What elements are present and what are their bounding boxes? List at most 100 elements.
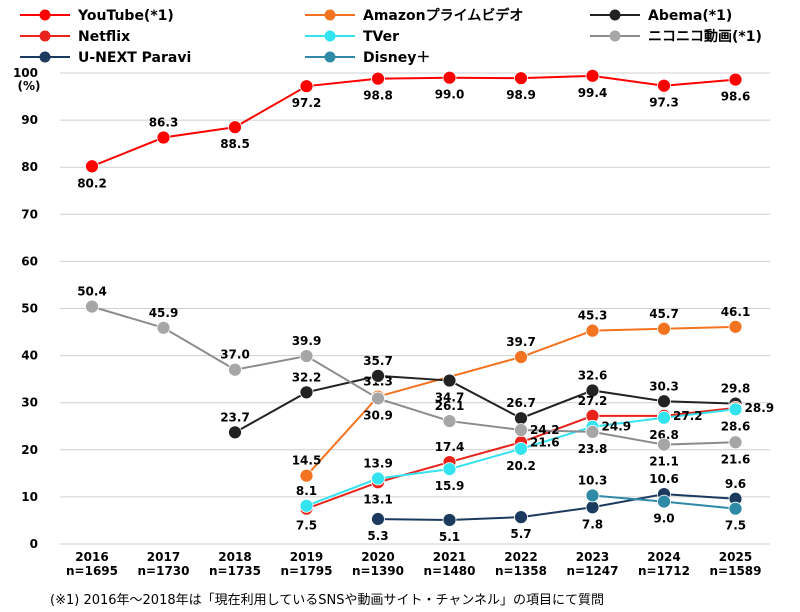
point-tver-2022 (514, 441, 528, 456)
legend-label-netflix: Netflix (78, 29, 130, 45)
data-label-youtube-1-2016: 80.2 (77, 176, 107, 190)
data-label-tver-2023: 24.9 (602, 420, 632, 434)
point-youtube-1-2017 (156, 130, 171, 145)
point-1-2018 (228, 362, 242, 377)
data-label-u-next-paravi-2022: 5.7 (510, 527, 531, 541)
point-youtube-1-2018 (228, 120, 242, 135)
data-label-amazon-2024: 45.7 (649, 307, 679, 321)
point-tver-2024 (657, 410, 671, 425)
y-tick-label-10: 10 (21, 490, 38, 504)
data-label-u-next-paravi-2021: 5.1 (439, 530, 460, 544)
data-label-disney-2023: 10.3 (578, 473, 608, 487)
data-label-1-2017: 45.9 (149, 306, 179, 320)
x-tick-year-2022: 2022 (504, 550, 537, 564)
y-tick-label-80: 80 (21, 160, 38, 174)
data-label-tver-2021: 15.9 (435, 479, 465, 493)
x-tick-n-2023: n=1247 (567, 564, 619, 578)
point-disney-2025 (728, 501, 743, 516)
data-label-abema-1-2019: 32.2 (292, 370, 322, 384)
legend-label-youtube-1: YouTube(*1) (77, 8, 174, 24)
data-label-amazon-2025: 46.1 (721, 305, 751, 319)
point-youtube-1-2020 (371, 71, 385, 86)
legend-marker-u-next-paravi (39, 51, 51, 63)
point-1-2019 (299, 349, 314, 363)
point-1-2025 (728, 435, 743, 450)
point-youtube-1-2016 (85, 159, 99, 174)
data-label-netflix-2020: 13.1 (363, 492, 393, 506)
point-tver-2020 (371, 471, 385, 486)
point-abema-1-2018 (228, 425, 242, 440)
point-youtube-1-2019 (299, 79, 314, 94)
data-label-1-2023: 23.8 (578, 442, 608, 456)
x-tick-n-2018: n=1735 (209, 564, 261, 578)
data-label-disney-2024: 9.0 (653, 512, 674, 526)
point-u-next-paravi-2023 (585, 500, 600, 515)
y-tick-label-100: 100 (13, 66, 38, 80)
data-label-youtube-1-2018: 88.5 (220, 137, 250, 151)
series-line-abema-1 (234, 374, 736, 434)
legend-label-1: ニコニコ動画(*1) (648, 28, 762, 45)
data-label-youtube-1-2017: 86.3 (149, 116, 179, 130)
data-label-1-2020: 30.9 (363, 408, 393, 422)
data-label-1-2025: 21.6 (721, 452, 751, 466)
legend-marker-abema-1 (609, 9, 621, 21)
data-label-u-next-paravi-2025: 9.6 (725, 477, 746, 491)
legend-marker-disney (324, 51, 336, 63)
data-label-disney-2025: 7.5 (725, 519, 746, 533)
y-tick-label-40: 40 (21, 349, 38, 363)
data-label-abema-1-2021: 34.7 (435, 391, 465, 405)
data-label-netflix-2025: 28.9 (745, 401, 775, 415)
x-tick-year-2021: 2021 (433, 550, 466, 564)
point-youtube-1-2024 (657, 78, 671, 93)
legend-label-tver: TVer (363, 29, 399, 45)
y-unit-label: (%) (18, 79, 41, 93)
data-label-amazon-2019: 14.5 (292, 454, 322, 468)
x-tick-year-2025: 2025 (719, 550, 752, 564)
point-1-2020 (371, 391, 385, 406)
x-tick-n-2016: n=1695 (66, 564, 118, 578)
point-disney-2023 (585, 488, 600, 503)
series-line-1 (91, 305, 736, 446)
legend-marker-youtube-1 (39, 9, 51, 21)
x-tick-n-2024: n=1712 (638, 564, 690, 578)
data-label-youtube-1-2024: 97.3 (649, 96, 679, 110)
x-tick-year-2019: 2019 (290, 550, 323, 564)
data-label-1-2024: 21.1 (649, 455, 679, 469)
point-amazon-2023 (585, 323, 600, 338)
data-label-youtube-1-2019: 97.2 (292, 96, 322, 110)
point-1-2024 (657, 437, 671, 452)
x-tick-n-2025: n=1589 (710, 564, 762, 578)
point-amazon-2025 (728, 319, 743, 334)
data-label-netflix-2022: 21.6 (530, 435, 560, 449)
data-label-netflix-2023: 27.2 (578, 394, 608, 408)
legend-marker-tver (324, 30, 336, 42)
point-youtube-1-2021 (442, 70, 457, 85)
point-youtube-1-2023 (585, 68, 600, 83)
x-tick-year-2020: 2020 (361, 550, 394, 564)
legend-marker-netflix (39, 30, 51, 42)
point-disney-2024 (657, 494, 671, 509)
data-label-abema-1-2022: 26.7 (506, 396, 536, 410)
point-u-next-paravi-2021 (442, 513, 457, 527)
y-tick-label-70: 70 (21, 207, 38, 221)
point-abema-1-2022 (514, 411, 528, 426)
point-abema-1-2020 (371, 368, 385, 383)
point-1-2016 (85, 299, 99, 314)
x-tick-year-2023: 2023 (576, 550, 609, 564)
series-line-u-next-paravi (377, 493, 736, 521)
data-label-1-2018: 37.0 (220, 348, 250, 362)
legend-label-amazon: Amazonプライムビデオ (363, 7, 523, 24)
x-tick-year-2016: 2016 (75, 550, 108, 564)
x-tick-n-2021: n=1480 (424, 564, 476, 578)
y-tick-label-60: 60 (21, 254, 38, 268)
data-label-youtube-1-2023: 99.4 (578, 86, 608, 100)
data-label-u-next-paravi-2024: 10.6 (649, 472, 679, 486)
data-label-youtube-1-2022: 98.9 (506, 88, 536, 102)
point-amazon-2024 (657, 321, 671, 336)
point-abema-1-2019 (299, 385, 314, 400)
data-label-1-2021: 26.1 (435, 399, 465, 413)
point-1-2022 (514, 423, 528, 437)
y-tick-label-0: 0 (30, 537, 38, 551)
data-label-youtube-1-2020: 98.8 (363, 89, 393, 103)
data-label-youtube-1-2021: 99.0 (435, 88, 465, 102)
